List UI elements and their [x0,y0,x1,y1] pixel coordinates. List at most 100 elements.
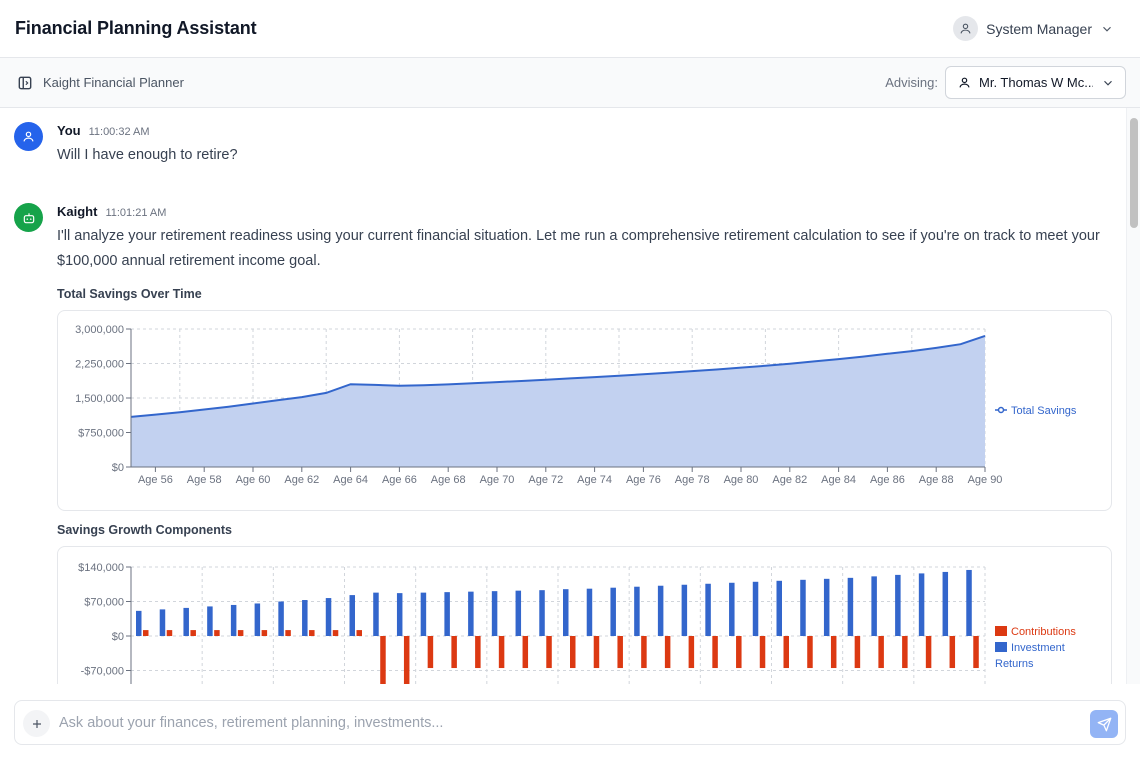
bar-investment-returns [278,601,284,636]
chart-title: Total Savings Over Time [57,287,202,301]
bar-investment-returns [966,569,972,636]
x-tick-label: Age 80 [724,474,759,486]
chevron-down-icon [1104,80,1112,86]
bar-investment-returns [396,593,403,636]
bar-investment-returns [183,607,189,636]
bar-contributions [380,636,386,684]
total-savings-chart: $0 $750,000 1,500,000 2,250,000 3,000,000 Age… [57,310,1112,511]
bar-investment-returns [681,584,688,636]
bar-investment-returns [325,598,332,636]
client-select[interactable]: Mr. Thomas W Mc... [945,66,1126,99]
savings-growth-chart: -$70,000 $0 $70,000 $140,000 Contributions In… [57,546,1112,684]
y-tick-label: $70,000 [84,597,124,609]
bar-investment-returns [444,592,450,636]
bar-investment-returns [254,603,261,636]
scrollbar-thumb[interactable] [1130,118,1138,228]
bar-contributions [593,636,600,669]
message-time: 11:01:21 AM [105,207,167,219]
bar-investment-returns [800,579,806,636]
bar-contributions [807,636,813,669]
bar-contributions [925,636,932,669]
bar-contributions [854,636,861,669]
x-tick-label: Age 64 [333,474,368,486]
bar-investment-returns [230,604,237,636]
chart-title: Savings Growth Components [57,523,233,537]
bar-contributions [712,636,718,669]
bot-avatar [14,203,43,232]
savings-area [131,335,985,467]
bar-contributions [783,636,789,669]
user-icon [23,131,34,142]
send-button[interactable] [1090,710,1118,738]
bar-investment-returns [373,592,379,636]
bar-investment-returns [491,591,498,636]
bar-contributions [237,630,244,636]
user-menu[interactable]: System Manager [953,16,1114,41]
bar-investment-returns [420,592,427,636]
legend-label-investment-returns-cont: Returns [995,658,1034,670]
x-tick-label: Age 76 [626,474,661,486]
bar-contributions [285,630,291,636]
bar-contributions [143,630,149,636]
bar-contributions [261,630,268,636]
chat-scrollbar[interactable] [1126,108,1140,684]
bar-contributions [902,636,908,669]
bar-contributions [214,630,220,636]
bar-contributions [522,636,529,669]
chat-thread: You 11:00:32 AM Will I have enough to re… [0,108,1126,684]
message-text: Will I have enough to retire? [57,147,238,163]
bar-investment-returns [776,580,782,636]
legend-label-investment-returns: Investment [1011,642,1065,654]
app-title: Financial Planning Assistant [15,18,257,38]
y-tick-label: 3,000,000 [75,324,124,336]
x-tick-label: Age 56 [138,474,173,486]
bar-investment-returns [657,585,664,636]
sidebar-toggle-icon[interactable] [18,76,32,90]
x-tick-label: Age 82 [772,474,807,486]
legend-swatch-contributions [995,626,1007,636]
bar-contributions [878,636,884,669]
bar-contributions [617,636,623,669]
bar-investment-returns [847,577,854,636]
x-tick-label: Age 84 [821,474,856,486]
chat-input[interactable] [59,711,1039,735]
attach-button[interactable] [23,710,50,737]
app-header: Financial Planning Assistant System Mana… [0,0,1140,58]
sender-name: Kaight [57,204,98,219]
user-avatar [14,122,43,151]
bar-contributions [949,636,956,669]
total-savings-svg: $0 $750,000 1,500,000 2,250,000 3,000,000 Age… [75,324,1077,486]
bar-investment-returns [634,586,640,636]
bar-contributions [688,636,695,669]
bar-investment-returns [705,583,711,636]
bar-investment-returns [918,573,925,636]
send-icon [1097,717,1111,731]
x-tick-label: Age 86 [870,474,905,486]
user-avatar [953,16,979,41]
bar-investment-returns [563,589,569,636]
bar-contributions [356,630,362,636]
x-tick-label: Age 74 [577,474,612,486]
bar-investment-returns [136,610,142,636]
legend-label-total-savings: Total Savings [1011,405,1077,417]
bar-investment-returns [752,581,759,636]
client-name: Mr. Thomas W Mc... [979,75,1093,90]
bar-contributions [451,636,457,669]
bar-contributions [830,636,837,669]
bar-contributions [166,630,173,636]
bar-contributions [759,636,766,669]
bar-investment-returns [895,574,901,636]
bar-investment-returns [515,590,522,636]
bar-investment-returns [729,582,735,636]
user-name: System Manager [986,20,1092,37]
y-tick-label: 2,250,000 [75,359,124,371]
bar-investment-returns [207,606,213,636]
bot-icon [23,212,34,223]
bar-contributions [332,630,339,636]
chevron-down-icon [1103,26,1111,32]
user-icon [959,77,970,88]
bar-investment-returns [159,609,166,636]
bar-contributions [973,636,979,669]
x-tick-label: Age 78 [675,474,710,486]
bar-investment-returns [823,578,830,636]
